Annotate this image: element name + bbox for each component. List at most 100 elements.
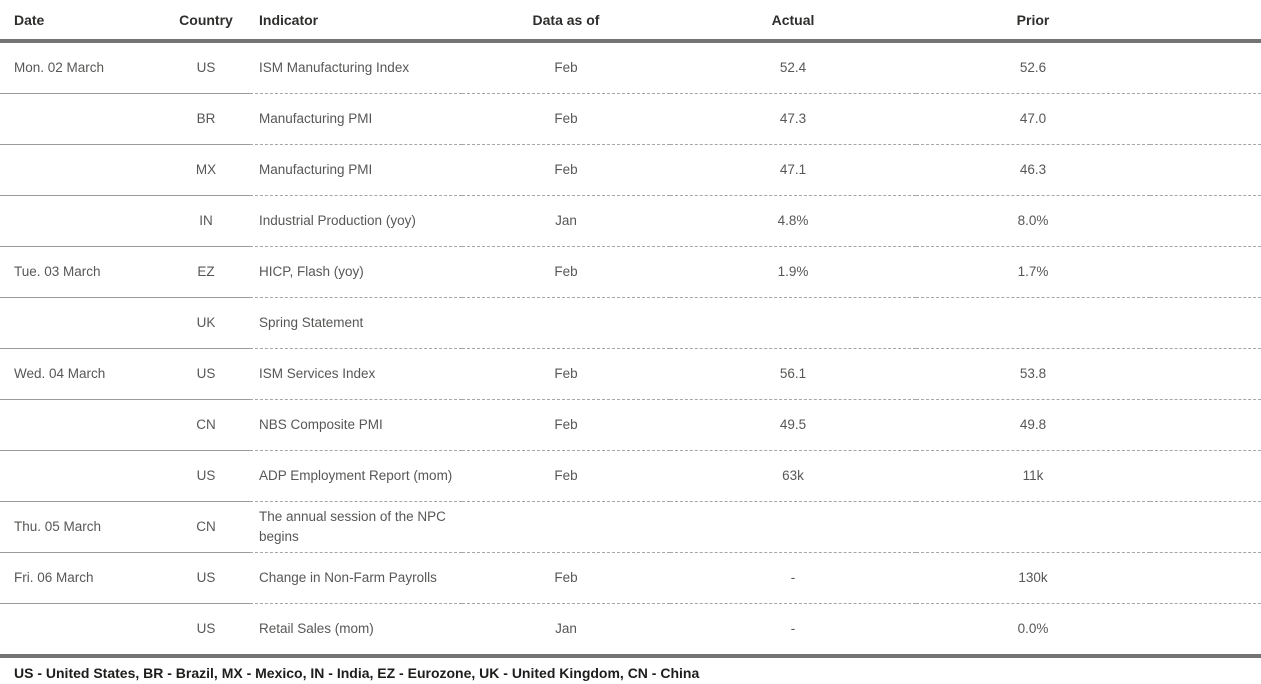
column-header-prior: Prior: [916, 0, 1150, 43]
table-row: Wed. 04 March US ISM Services Index Feb …: [0, 348, 1261, 400]
indicator-text: Manufacturing PMI: [259, 111, 373, 127]
actual-cell: 4.8%: [670, 195, 916, 247]
indicator-text: ISM Services Index: [259, 366, 376, 382]
prior-cell: 52.6: [916, 41, 1150, 94]
spacer-cell: [1150, 501, 1261, 553]
actual-cell: -: [670, 552, 916, 604]
data-as-of-cell: Feb: [462, 399, 670, 451]
column-header-spacer: [1150, 0, 1261, 43]
actual-cell: 49.5: [670, 399, 916, 451]
indicator-cell: Spring Statement: [250, 297, 462, 349]
indicator-text: The annual session of the NPC begins: [259, 509, 446, 544]
column-header-data-as-of: Data as of: [462, 0, 670, 43]
data-as-of-cell: Feb: [462, 552, 670, 604]
indicator-cell: Manufacturing PMI: [250, 144, 462, 196]
indicator-text: NBS Composite PMI: [259, 417, 383, 433]
indicator-cell: The annual session of the NPC begins: [250, 501, 462, 553]
indicator-cell: ADP Employment Report (mom): [250, 450, 462, 502]
indicator-cell: Manufacturing PMI: [250, 93, 462, 145]
date-cell: Tue. 03 March: [0, 246, 162, 298]
spacer-cell: [1150, 552, 1261, 604]
table-row: Thu. 05 March CN The annual session of t…: [0, 501, 1261, 553]
indicator-cell: ISM Manufacturing Index: [250, 41, 462, 94]
prior-cell: 49.8: [916, 399, 1150, 451]
spacer-cell: [1150, 450, 1261, 502]
prior-cell: 11k: [916, 450, 1150, 502]
country-legend: US - United States, BR - Brazil, MX - Me…: [14, 665, 700, 681]
prior-cell: 0.0%: [916, 603, 1150, 658]
data-as-of-cell: [462, 297, 670, 349]
prior-cell: 130k: [916, 552, 1150, 604]
country-cell: US: [162, 552, 250, 604]
country-cell: US: [162, 348, 250, 400]
indicator-text: HICP, Flash (yoy): [259, 264, 364, 280]
data-as-of-cell: Feb: [462, 144, 670, 196]
date-cell: Wed. 04 March: [0, 348, 162, 400]
spacer-cell: [1150, 603, 1261, 658]
date-cell: [0, 195, 162, 247]
date-cell: [0, 144, 162, 196]
actual-cell: 56.1: [670, 348, 916, 400]
country-cell: US: [162, 603, 250, 658]
indicator-cell: Change in Non-Farm Payrolls: [250, 552, 462, 604]
data-as-of-cell: Feb: [462, 348, 670, 400]
country-cell: US: [162, 41, 250, 94]
table-row: MX Manufacturing PMI Feb 47.1 46.3: [0, 144, 1261, 196]
data-as-of-cell: Feb: [462, 41, 670, 94]
data-as-of-cell: Feb: [462, 450, 670, 502]
indicator-cell: Retail Sales (mom): [250, 603, 462, 658]
table-row: US ADP Employment Report (mom) Feb 63k 1…: [0, 450, 1261, 502]
date-cell: [0, 603, 162, 658]
indicator-text: ISM Manufacturing Index: [259, 60, 410, 76]
date-cell: Thu. 05 March: [0, 501, 162, 553]
table-row: US Retail Sales (mom) Jan - 0.0%: [0, 603, 1261, 658]
country-cell: IN: [162, 195, 250, 247]
spacer-cell: [1150, 297, 1261, 349]
spacer-cell: [1150, 246, 1261, 298]
prior-cell: [916, 297, 1150, 349]
indicator-cell: HICP, Flash (yoy): [250, 246, 462, 298]
prior-cell: 53.8: [916, 348, 1150, 400]
data-as-of-cell: Feb: [462, 93, 670, 145]
prior-cell: 1.7%: [916, 246, 1150, 298]
data-as-of-cell: Feb: [462, 246, 670, 298]
date-cell: [0, 297, 162, 349]
indicator-cell: ISM Services Index: [250, 348, 462, 400]
column-header-date: Date: [0, 0, 162, 43]
spacer-cell: [1150, 399, 1261, 451]
column-header-country: Country: [162, 0, 250, 43]
date-cell: Fri. 06 March: [0, 552, 162, 604]
table-row: UK Spring Statement: [0, 297, 1261, 349]
actual-cell: 47.3: [670, 93, 916, 145]
prior-cell: 46.3: [916, 144, 1150, 196]
data-as-of-cell: [462, 501, 670, 553]
country-cell: MX: [162, 144, 250, 196]
spacer-cell: [1150, 41, 1261, 94]
table-row: Fri. 06 March US Change in Non-Farm Payr…: [0, 552, 1261, 604]
spacer-cell: [1150, 144, 1261, 196]
date-cell: [0, 399, 162, 451]
actual-cell: [670, 501, 916, 553]
indicator-text: Change in Non-Farm Payrolls: [259, 570, 437, 586]
spacer-cell: [1150, 195, 1261, 247]
country-cell: BR: [162, 93, 250, 145]
prior-cell: [916, 501, 1150, 553]
prior-cell: 47.0: [916, 93, 1150, 145]
table-row: CN NBS Composite PMI Feb 49.5 49.8: [0, 399, 1261, 451]
indicator-text: Spring Statement: [259, 315, 364, 331]
date-cell: Mon. 02 March: [0, 41, 162, 94]
date-cell: [0, 93, 162, 145]
economic-calendar-table: Date Country Indicator Data as of Actual…: [0, 0, 1261, 658]
country-cell: UK: [162, 297, 250, 349]
indicator-cell: Industrial Production (yoy): [250, 195, 462, 247]
indicator-text: Manufacturing PMI: [259, 162, 373, 178]
table-header: Date Country Indicator Data as of Actual…: [0, 0, 1261, 43]
actual-cell: [670, 297, 916, 349]
data-as-of-cell: Jan: [462, 603, 670, 658]
country-cell: CN: [162, 399, 250, 451]
actual-cell: -: [670, 603, 916, 658]
table-row: Mon. 02 March US ISM Manufacturing Index…: [0, 41, 1261, 94]
table-row: BR Manufacturing PMI Feb 47.3 47.0: [0, 93, 1261, 145]
date-cell: [0, 450, 162, 502]
